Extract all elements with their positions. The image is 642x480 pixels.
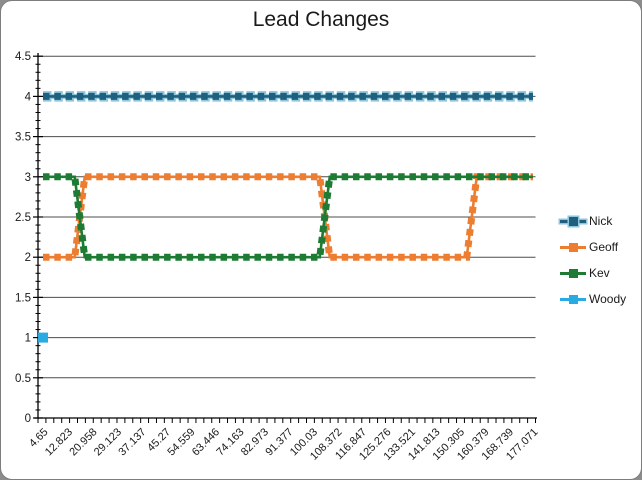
legend: Nick Geoff Kev Woody <box>560 213 640 307</box>
y-axis-label: 4.5 <box>15 51 31 63</box>
geoff-series-key-icon <box>560 239 586 255</box>
legend-item-kev: Kev <box>560 265 640 281</box>
y-axis-label: 2 <box>25 252 31 264</box>
y-axis-label: 0 <box>25 413 31 425</box>
y-axis-label: 4 <box>25 91 32 103</box>
chart-title: Lead Changes <box>252 8 390 31</box>
kev-series-key-icon <box>560 265 586 281</box>
legend-item-nick: Nick <box>560 213 640 229</box>
y-axis-label: 1.5 <box>15 292 31 304</box>
legend-label: Kev <box>589 266 610 280</box>
nick-series-key-icon <box>560 213 586 229</box>
legend-label: Nick <box>589 214 613 228</box>
y-axis-label: 2.5 <box>15 212 31 224</box>
legend-item-woody: Woody <box>560 291 640 307</box>
y-axis-label: 1 <box>25 333 31 345</box>
legend-item-geoff: Geoff <box>560 239 640 255</box>
series-marker-woody <box>38 332 48 343</box>
x-axis-label: 37.137 <box>116 426 148 458</box>
legend-label: Woody <box>589 292 627 306</box>
series-line-geoff-markers <box>43 173 533 261</box>
woody-series-key-icon <box>560 291 586 307</box>
y-axis-label: 3.5 <box>15 132 31 144</box>
y-axis-label: 3 <box>25 172 31 184</box>
y-axis-label: 0.5 <box>15 373 31 385</box>
legend-label: Geoff <box>589 240 619 254</box>
series-line-kev-markers <box>43 173 533 261</box>
